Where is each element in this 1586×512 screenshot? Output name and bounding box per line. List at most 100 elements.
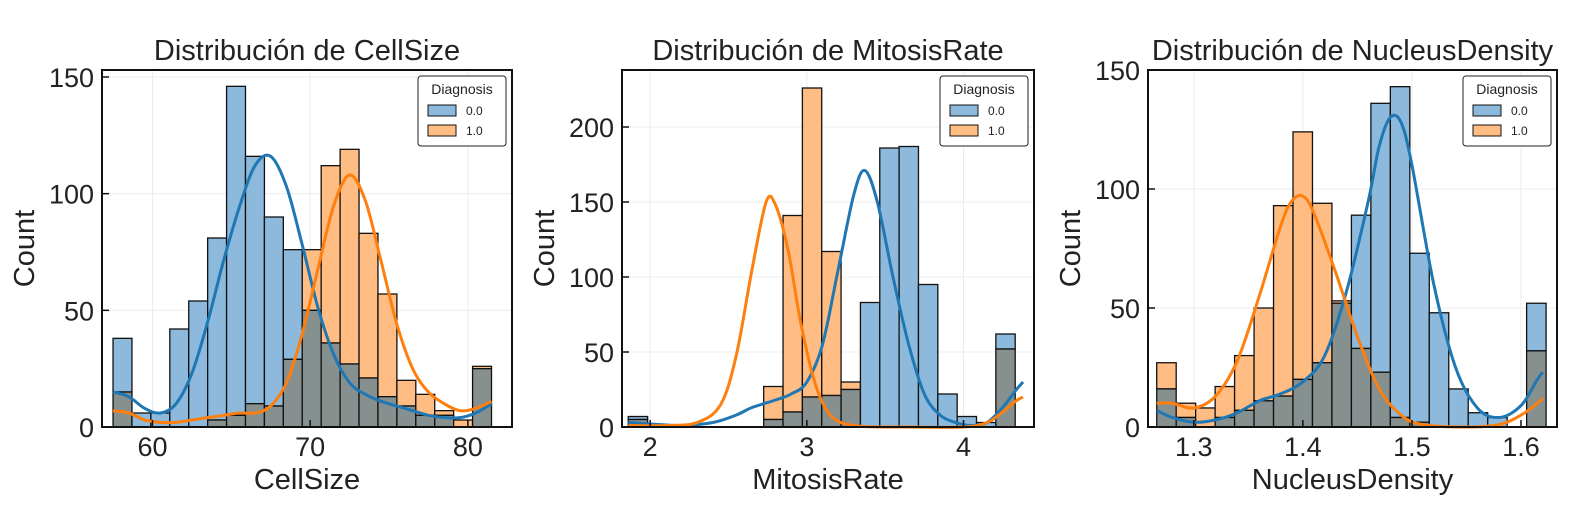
bar-series-1 bbox=[396, 379, 417, 407]
chart-panel-cellsize: 60 70 80 0 50 100 150 Distribución de CellSize C… bbox=[9, 35, 513, 496]
legend-label-series-0: 0.0 bbox=[1511, 104, 1528, 118]
legend: Diagnosis 0.0 1.0 bbox=[417, 75, 507, 147]
legend-title: Diagnosis bbox=[953, 81, 1014, 97]
axes-frame bbox=[621, 69, 1035, 428]
legend-swatch-series-1 bbox=[1472, 124, 1502, 137]
legend-title: Diagnosis bbox=[1476, 81, 1537, 97]
bar-overlap bbox=[1525, 350, 1547, 428]
legend: Diagnosis 0.0 1.0 bbox=[939, 75, 1029, 147]
legend-label-series-0: 0.0 bbox=[988, 104, 1005, 118]
chart-title: Distribución de NucleusDensity bbox=[1152, 35, 1554, 67]
bar-series-1 bbox=[434, 410, 455, 416]
bar-overlap bbox=[244, 403, 266, 428]
legend-swatch-series-0 bbox=[1472, 104, 1502, 117]
y-axis-label: Count bbox=[1055, 210, 1087, 287]
legend-label-series-0: 0.0 bbox=[466, 104, 483, 118]
kde-line-series-1 bbox=[628, 194, 1024, 429]
bar-series-0 bbox=[225, 85, 247, 416]
bar-series-0 bbox=[169, 328, 190, 428]
y-axis-label: Count bbox=[9, 210, 41, 287]
y-tick-label: 150 bbox=[1095, 56, 1140, 86]
x-tick-label: 1.3 bbox=[1175, 432, 1213, 462]
bar-series-0 bbox=[898, 145, 920, 428]
bar-series-1 bbox=[1253, 307, 1275, 402]
bar-overlap bbox=[207, 419, 228, 428]
bar-overlap bbox=[782, 411, 804, 428]
y-tick-label: 150 bbox=[49, 63, 94, 93]
x-tick-label: 3 bbox=[799, 432, 814, 462]
y-tick-label: 100 bbox=[1095, 175, 1140, 205]
bar-series-0 bbox=[112, 337, 133, 393]
bar-series-0 bbox=[263, 216, 284, 407]
legend-swatch-series-1 bbox=[427, 124, 457, 137]
legend-label-series-1: 1.0 bbox=[466, 124, 483, 138]
legend-swatch-series-1 bbox=[949, 124, 979, 137]
x-tick-label: 1.6 bbox=[1502, 432, 1540, 462]
x-tick-label: 70 bbox=[295, 432, 325, 462]
bar-series-1 bbox=[1292, 131, 1314, 381]
bar-overlap bbox=[320, 342, 341, 428]
bar-overlap bbox=[225, 414, 247, 428]
bar-series-1 bbox=[840, 381, 862, 391]
bar-series-0 bbox=[995, 333, 1016, 350]
bar-series-1 bbox=[1195, 407, 1216, 428]
x-tick-label: 1.5 bbox=[1393, 432, 1431, 462]
legend: Diagnosis 0.0 1.0 bbox=[1462, 75, 1552, 147]
bar-overlap bbox=[801, 396, 823, 428]
bar-series-1 bbox=[453, 419, 474, 428]
bar-series-0 bbox=[1409, 252, 1430, 423]
y-tick-label: 100 bbox=[49, 180, 94, 210]
bar-overlap bbox=[1156, 388, 1177, 428]
x-tick-label: 1.4 bbox=[1284, 432, 1322, 462]
x-tick-label: 2 bbox=[643, 432, 658, 462]
bar-overlap bbox=[1272, 395, 1294, 428]
chart-panel-nucleusdensity: 1.3 1.4 1.5 1.6 0 50 100 150 Distribución de Nuc… bbox=[1055, 35, 1558, 496]
kde-line-series-0 bbox=[112, 153, 493, 420]
bar-overlap bbox=[763, 418, 784, 428]
bar-series-1 bbox=[1311, 202, 1333, 364]
y-axis-label: Count bbox=[529, 210, 561, 287]
y-tick-label: 200 bbox=[569, 113, 614, 143]
legend-label-series-1: 1.0 bbox=[1511, 124, 1528, 138]
y-tick-label: 50 bbox=[1110, 294, 1140, 324]
legend-label-series-1: 1.0 bbox=[988, 124, 1005, 138]
bar-overlap bbox=[840, 388, 862, 428]
axes-frame bbox=[1147, 69, 1558, 428]
bar-overlap bbox=[1331, 302, 1353, 428]
y-tick-label: 150 bbox=[569, 188, 614, 218]
legend-swatch-series-0 bbox=[949, 104, 979, 117]
bar-series-0 bbox=[188, 300, 209, 428]
y-tick-label: 0 bbox=[599, 413, 614, 443]
bar-series-1 bbox=[1156, 362, 1177, 390]
y-tick-label: 50 bbox=[64, 296, 94, 326]
kde-line-series-1 bbox=[112, 173, 493, 425]
chart-panel-mitosisrate: 2 3 4 0 50 100 150 200 Distribución de MitosisRa… bbox=[529, 35, 1035, 496]
bar-series-0 bbox=[917, 283, 939, 428]
bar-overlap bbox=[471, 368, 493, 428]
y-tick-label: 0 bbox=[79, 413, 94, 443]
axes-frame bbox=[101, 69, 513, 428]
bar-series-0 bbox=[150, 412, 171, 428]
bar-series-0 bbox=[244, 155, 266, 405]
x-axis-label: NucleusDensity bbox=[1252, 464, 1454, 496]
bar-series-0 bbox=[859, 301, 881, 428]
chart-title: Distribución de CellSize bbox=[154, 35, 460, 67]
legend-title: Diagnosis bbox=[431, 81, 492, 97]
kde-line-series-1 bbox=[1156, 193, 1544, 429]
chart-title: Distribución de MitosisRate bbox=[652, 35, 1003, 67]
bar-overlap bbox=[358, 377, 379, 428]
y-tick-label: 50 bbox=[584, 338, 614, 368]
bar-series-0 bbox=[1448, 388, 1469, 428]
x-tick-label: 60 bbox=[137, 432, 167, 462]
legend-swatch-series-0 bbox=[427, 104, 457, 117]
bar-series-1 bbox=[358, 232, 379, 379]
x-tick-label: 80 bbox=[453, 432, 483, 462]
y-tick-label: 0 bbox=[1125, 413, 1140, 443]
bar-overlap bbox=[1253, 400, 1275, 428]
x-tick-label: 4 bbox=[956, 432, 971, 462]
x-axis-label: CellSize bbox=[254, 464, 360, 496]
x-axis-label: MitosisRate bbox=[752, 464, 904, 496]
kde-line-series-0 bbox=[1156, 113, 1545, 424]
bar-series-0 bbox=[1525, 302, 1547, 352]
